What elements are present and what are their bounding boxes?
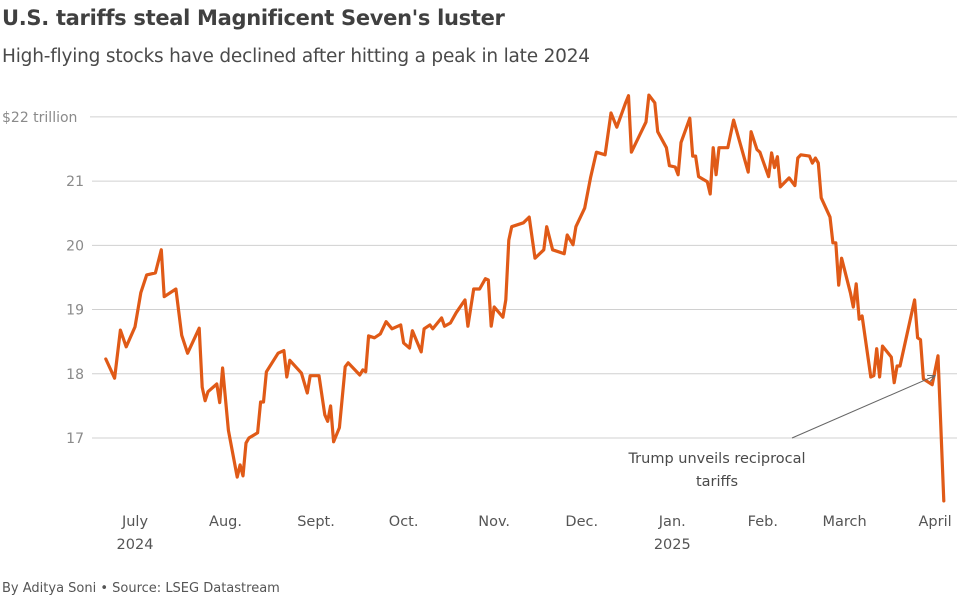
x-tick-label: Dec. bbox=[565, 514, 598, 530]
x-tick-label: Sept. bbox=[297, 514, 335, 530]
x-tick-label: Feb. bbox=[748, 514, 778, 530]
source-credit: By Aditya Soni • Source: LSEG Datastream bbox=[2, 581, 280, 596]
y-tick-label: 20 bbox=[66, 238, 84, 254]
annotation-arrow-line bbox=[791, 375, 936, 439]
x-tick-label: Nov. bbox=[478, 514, 510, 530]
chart-title: U.S. tariffs steal Magnificent Seven's l… bbox=[2, 6, 505, 30]
x-tick-label: March bbox=[822, 514, 866, 530]
x-tick-year: 2024 bbox=[117, 537, 154, 553]
series-line bbox=[104, 93, 946, 503]
annotation-text-line-2: tariffs bbox=[696, 474, 738, 490]
x-tick-year: 2025 bbox=[654, 537, 691, 553]
annotation: Trump unveils reciprocal tariffs bbox=[627, 374, 937, 490]
x-tick-label: April bbox=[919, 514, 952, 530]
annotation-arrowhead-icon bbox=[926, 374, 937, 383]
y-tick-label: 18 bbox=[66, 367, 84, 383]
x-tick-label: Aug. bbox=[209, 514, 242, 530]
y-tick-label: 19 bbox=[66, 303, 84, 319]
x-tick-label: Jan. bbox=[658, 514, 686, 530]
x-tick-label: July bbox=[121, 514, 148, 530]
y-tick-label: 17 bbox=[66, 431, 84, 447]
chart-subtitle: High-flying stocks have declined after h… bbox=[2, 46, 590, 67]
annotation-text-line-1: Trump unveils reciprocal bbox=[627, 451, 805, 467]
y-tick-label: $22 trillion bbox=[2, 110, 77, 126]
x-tick-label: Oct. bbox=[389, 514, 419, 530]
y-tick-label: 21 bbox=[66, 174, 84, 190]
